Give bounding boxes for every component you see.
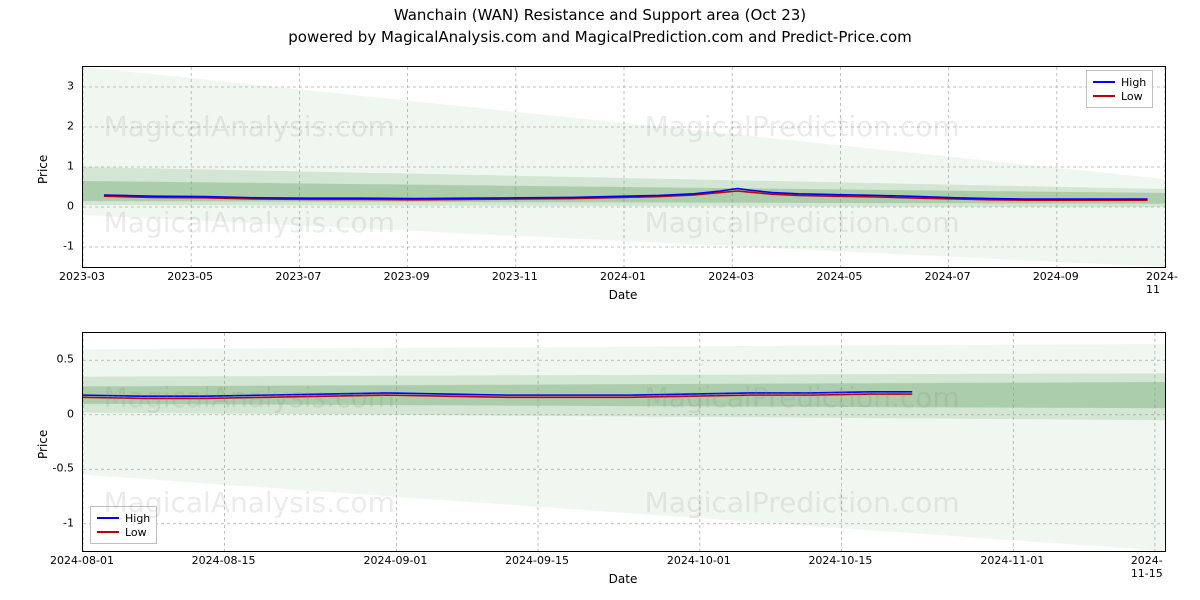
y-tick-label: -1	[44, 516, 74, 529]
y-tick-label: 0	[44, 200, 74, 213]
x-tick-label: 2024-09-01	[364, 554, 428, 567]
chart-bottom-plot	[83, 333, 1165, 551]
x-tick-label: 2024-03	[708, 270, 754, 283]
legend-label: Low	[125, 526, 147, 539]
x-tick-label: 2024-09	[1033, 270, 1079, 283]
x-tick-label: 2024-10-01	[667, 554, 731, 567]
chart-subtitle: powered by MagicalAnalysis.com and Magic…	[0, 28, 1200, 46]
y-tick-label: 0.5	[44, 353, 74, 366]
chart-bottom-xlabel: Date	[82, 572, 1164, 586]
legend-label: High	[125, 512, 150, 525]
legend-item: Low	[1093, 89, 1146, 103]
x-tick-label: 2024-11	[1146, 270, 1182, 296]
chart-top	[82, 66, 1166, 268]
x-tick-label: 2023-07	[275, 270, 321, 283]
x-tick-label: 2023-09	[384, 270, 430, 283]
x-tick-label: 2023-05	[167, 270, 213, 283]
x-tick-label: 2023-03	[59, 270, 105, 283]
legend-label: High	[1121, 76, 1146, 89]
legend-label: Low	[1121, 90, 1143, 103]
legend-item: High	[1093, 75, 1146, 89]
x-tick-label: 2024-09-15	[505, 554, 569, 567]
y-tick-label: -1	[44, 240, 74, 253]
y-tick-label: -0.5	[44, 462, 74, 475]
chart-top-legend: HighLow	[1086, 70, 1153, 108]
x-tick-label: 2023-11	[492, 270, 538, 283]
y-tick-label: 0	[44, 407, 74, 420]
legend-item: High	[97, 511, 150, 525]
legend-item: Low	[97, 525, 150, 539]
chart-top-xlabel: Date	[82, 288, 1164, 302]
legend-swatch	[97, 531, 119, 533]
chart-top-plot	[83, 67, 1165, 267]
legend-swatch	[1093, 95, 1115, 97]
y-tick-label: 1	[44, 160, 74, 173]
y-tick-label: 2	[44, 120, 74, 133]
x-tick-label: 2024-08-15	[192, 554, 256, 567]
x-tick-label: 2024-07	[925, 270, 971, 283]
x-tick-label: 2024-05	[816, 270, 862, 283]
chart-bottom	[82, 332, 1166, 552]
x-tick-label: 2024-01	[600, 270, 646, 283]
chart-bottom-ylabel: Price	[36, 430, 50, 459]
chart-bottom-legend: HighLow	[90, 506, 157, 544]
x-tick-label: 2024-10-15	[808, 554, 872, 567]
x-tick-label: 2024-08-01	[50, 554, 114, 567]
figure: Wanchain (WAN) Resistance and Support ar…	[0, 0, 1200, 600]
y-tick-label: 3	[44, 80, 74, 93]
chart-title: Wanchain (WAN) Resistance and Support ar…	[0, 6, 1200, 24]
x-tick-label: 2024-11-01	[980, 554, 1044, 567]
legend-swatch	[1093, 81, 1115, 83]
legend-swatch	[97, 517, 119, 519]
x-tick-label: 2024-11-15	[1131, 554, 1177, 580]
